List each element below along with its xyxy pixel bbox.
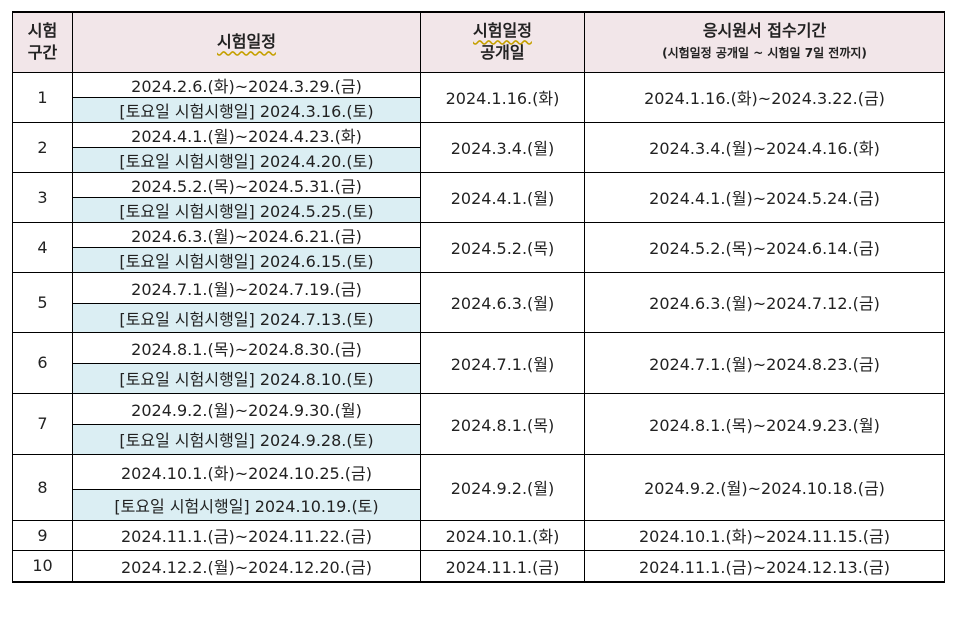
announce-date: 2024.11.1.(금) [420, 549, 585, 583]
row-number: 6 [12, 331, 73, 394]
exam-period: 2024.11.1.(금)~2024.11.22.(금) [72, 519, 421, 551]
saturday-exam-date: [토요일 시험시행일] 2024.6.15.(토) [72, 246, 421, 273]
announce-date: 2024.4.1.(월) [420, 171, 585, 223]
exam-period: 2024.10.1.(화)~2024.10.25.(금) [72, 453, 421, 490]
receipt-period: 2024.6.3.(월)~2024.7.12.(금) [584, 271, 945, 333]
table-row-saturday: [토요일 시험시행일] 2024.8.10.(토) [13, 362, 945, 394]
exam-period: 2024.8.1.(목)~2024.8.30.(금) [72, 331, 421, 364]
header-announce-line2: 공개일 [480, 43, 525, 63]
table-row: 7 2024.9.2.(월)~2024.9.30.(월) 2024.8.1.(목) 2… [12, 392, 945, 455]
announce-date: 2024.7.1.(월) [420, 331, 585, 394]
table-row: 1 2024.2.6.(화)~2024.3.29.(금) 2024.1.16.(화)… [12, 71, 945, 123]
receipt-period: 2024.1.16.(화)~2024.3.22.(금) [584, 71, 945, 123]
row-number: 8 [12, 453, 73, 521]
header-period: 시험 구간 [12, 11, 73, 73]
receipt-period: 2024.7.1.(월)~2024.8.23.(금) [584, 331, 945, 394]
table-row-saturday: [토요일 시험시행일] 2024.4.20.(토) [13, 146, 945, 173]
row-number: 5 [12, 271, 73, 333]
row-number: 4 [12, 221, 73, 273]
row-number: 9 [12, 519, 73, 551]
saturday-exam-date: [토요일 시험시행일] 2024.3.16.(토) [72, 96, 421, 123]
row-number: 2 [12, 121, 73, 173]
announce-date: 2024.3.4.(월) [420, 121, 585, 173]
exam-period: 2024.6.3.(월)~2024.6.21.(금) [72, 221, 421, 248]
receipt-period: 2024.5.2.(목)~2024.6.14.(금) [584, 221, 945, 273]
exam-period: 2024.5.2.(목)~2024.5.31.(금) [72, 171, 421, 198]
table-row: 10 2024.12.2.(월)~2024.12.20.(금) 2024.11.1.… [12, 549, 945, 583]
table-row: 4 2024.6.3.(월)~2024.6.21.(금) 2024.5.2.(목) 2… [12, 221, 945, 273]
saturday-exam-date: [토요일 시험시행일] 2024.7.13.(토) [72, 302, 421, 333]
header-schedule-label: 시험일정 [217, 32, 276, 52]
row-number: 7 [12, 392, 73, 455]
table-row: 5 2024.7.1.(월)~2024.7.19.(금) 2024.6.3.(월) 2… [12, 271, 945, 333]
exam-period: 2024.12.2.(월)~2024.12.20.(금) [72, 549, 421, 583]
exam-schedule-table: 시험 구간 시험일정 시험일정 공개일 응시원서 접수기간 (시험일정 공개일 … [12, 11, 945, 583]
saturday-exam-date: [토요일 시험시행일] 2024.5.25.(토) [72, 196, 421, 223]
header-announce: 시험일정 공개일 [420, 11, 585, 73]
table-row-saturday: [토요일 시험시행일] 2024.9.28.(토) [13, 423, 945, 455]
table-header-row: 시험 구간 시험일정 시험일정 공개일 응시원서 접수기간 (시험일정 공개일 … [12, 11, 945, 73]
row-number: 1 [12, 71, 73, 123]
table-row-saturday: [토요일 시험시행일] 2024.10.19.(토) [13, 488, 945, 521]
table-row: 9 2024.11.1.(금)~2024.11.22.(금) 2024.10.1.(… [12, 519, 945, 551]
receipt-period: 2024.8.1.(목)~2024.9.23.(월) [584, 392, 945, 455]
header-period-line2: 구간 [27, 43, 58, 63]
header-period-line1: 시험 [27, 21, 58, 41]
header-receipt: 응시원서 접수기간 (시험일정 공개일 ~ 시험일 7일 전까지) [584, 11, 945, 73]
announce-date: 2024.9.2.(월) [420, 453, 585, 521]
exam-period: 2024.7.1.(월)~2024.7.19.(금) [72, 271, 421, 304]
table-row-saturday: [토요일 시험시행일] 2024.7.13.(토) [13, 302, 945, 333]
table-row-saturday: [토요일 시험시행일] 2024.3.16.(토) [13, 96, 945, 123]
table-row: 6 2024.8.1.(목)~2024.8.30.(금) 2024.7.1.(월) 2… [12, 331, 945, 394]
receipt-period: 2024.3.4.(월)~2024.4.16.(화) [584, 121, 945, 173]
announce-date: 2024.8.1.(목) [420, 392, 585, 455]
receipt-period: 2024.9.2.(월)~2024.10.18.(금) [584, 453, 945, 521]
header-announce-line1: 시험일정 [473, 21, 532, 41]
table-body: 1 2024.2.6.(화)~2024.3.29.(금) 2024.1.16.(화)… [12, 71, 945, 583]
row-number: 3 [12, 171, 73, 223]
saturday-exam-date: [토요일 시험시행일] 2024.9.28.(토) [72, 423, 421, 455]
saturday-exam-date: [토요일 시험시행일] 2024.8.10.(토) [72, 362, 421, 394]
exam-period: 2024.9.2.(월)~2024.9.30.(월) [72, 392, 421, 425]
receipt-period: 2024.4.1.(월)~2024.5.24.(금) [584, 171, 945, 223]
header-receipt-line1: 응시원서 접수기간 [702, 21, 827, 41]
receipt-period: 2024.10.1.(화)~2024.11.15.(금) [584, 519, 945, 551]
exam-period: 2024.2.6.(화)~2024.3.29.(금) [72, 71, 421, 98]
exam-period: 2024.4.1.(월)~2024.4.23.(화) [72, 121, 421, 148]
table-row: 8 2024.10.1.(화)~2024.10.25.(금) 2024.9.2.(월… [12, 453, 945, 521]
header-schedule: 시험일정 [72, 11, 421, 73]
announce-date: 2024.1.16.(화) [420, 71, 585, 123]
saturday-exam-date: [토요일 시험시행일] 2024.4.20.(토) [72, 146, 421, 173]
table-row-saturday: [토요일 시험시행일] 2024.6.15.(토) [13, 246, 945, 273]
announce-date: 2024.5.2.(목) [420, 221, 585, 273]
header-receipt-line2: (시험일정 공개일 ~ 시험일 7일 전까지) [662, 46, 867, 61]
table-row: 3 2024.5.2.(목)~2024.5.31.(금) 2024.4.1.(월) 2… [12, 171, 945, 223]
saturday-exam-date: [토요일 시험시행일] 2024.10.19.(토) [72, 488, 421, 521]
receipt-period: 2024.11.1.(금)~2024.12.13.(금) [584, 549, 945, 583]
announce-date: 2024.6.3.(월) [420, 271, 585, 333]
row-number: 10 [12, 549, 73, 583]
table-row: 2 2024.4.1.(월)~2024.4.23.(화) 2024.3.4.(월) 2… [12, 121, 945, 173]
announce-date: 2024.10.1.(화) [420, 519, 585, 551]
